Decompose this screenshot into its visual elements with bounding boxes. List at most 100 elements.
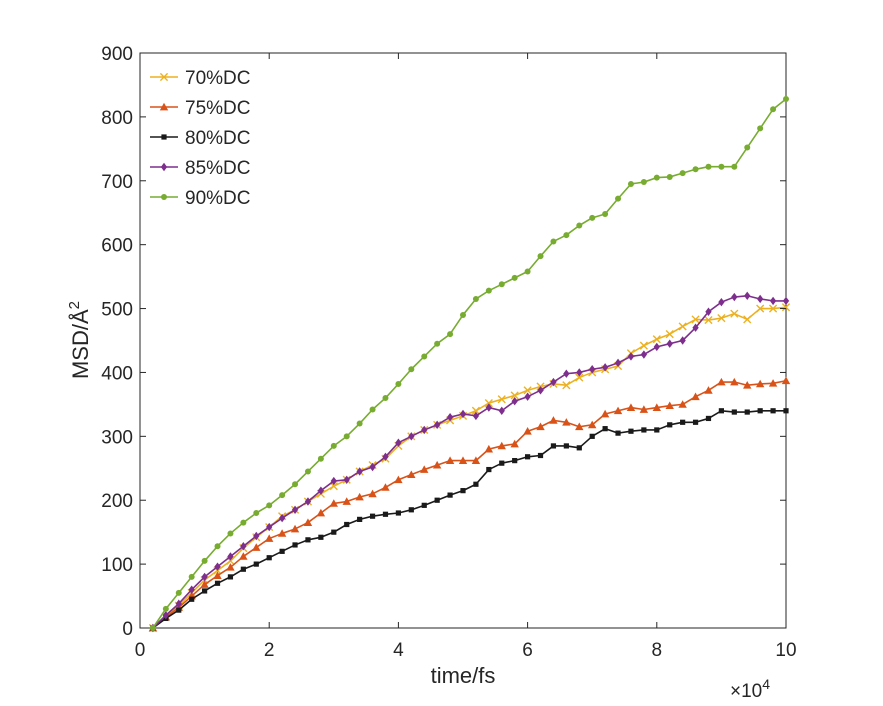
- data-point: [692, 166, 699, 173]
- data-point: [471, 406, 481, 415]
- data-point: [705, 307, 712, 316]
- data-point: [575, 373, 584, 382]
- legend-label-75: 75%DC: [185, 98, 250, 119]
- data-point: [665, 401, 674, 410]
- data-point: [485, 403, 492, 412]
- data-point: [781, 376, 791, 385]
- data-point: [536, 422, 545, 431]
- data-point: [395, 438, 402, 447]
- data-point: [162, 611, 169, 620]
- data-point: [421, 502, 427, 508]
- data-point: [497, 441, 506, 450]
- data-point: [318, 534, 324, 540]
- data-point: [613, 406, 623, 415]
- data-point: [458, 456, 468, 464]
- data-point: [768, 379, 778, 387]
- data-point: [460, 311, 466, 318]
- data-point: [201, 557, 208, 564]
- data-point: [563, 369, 570, 378]
- data-point: [395, 380, 402, 387]
- data-point: [665, 330, 674, 339]
- data-point: [421, 425, 428, 435]
- data-point: [743, 381, 752, 389]
- data-point: [227, 574, 234, 580]
- data-point: [343, 433, 350, 440]
- data-point: [524, 268, 531, 275]
- data-point: [303, 518, 313, 526]
- data-point: [654, 427, 660, 433]
- legend-marker-shape: [159, 72, 169, 82]
- data-point: [550, 238, 557, 245]
- data-point: [575, 422, 584, 431]
- data-point: [266, 502, 273, 509]
- legend-marker-75: [159, 102, 169, 111]
- data-point: [731, 163, 738, 170]
- legend-marker-85: [160, 162, 168, 172]
- data-point: [460, 488, 466, 494]
- data-point: [408, 366, 415, 373]
- series-85%DC: [149, 291, 790, 633]
- data-point: [523, 386, 532, 395]
- data-point: [756, 304, 765, 313]
- data-point: [511, 396, 518, 406]
- data-point: [600, 409, 610, 418]
- legend-marker-70: [159, 72, 169, 82]
- data-point: [329, 499, 338, 507]
- data-point: [576, 445, 582, 451]
- data-point: [304, 497, 312, 506]
- data-point: [523, 427, 532, 435]
- data-point: [615, 430, 621, 436]
- data-point: [783, 408, 789, 414]
- data-point: [330, 442, 337, 449]
- data-point: [666, 173, 673, 180]
- data-point: [290, 524, 300, 533]
- data-point: [652, 335, 661, 344]
- data-point: [368, 489, 377, 498]
- data-point: [292, 481, 299, 488]
- data-point: [356, 420, 363, 427]
- data-point: [627, 352, 635, 361]
- data-point: [266, 522, 273, 532]
- data-point: [717, 314, 726, 323]
- data-point: [484, 399, 493, 408]
- data-point: [447, 492, 453, 498]
- data-point: [666, 339, 673, 348]
- data-point: [162, 605, 169, 612]
- x-multiplier-exponent: 4: [762, 676, 770, 692]
- data-point: [744, 409, 750, 415]
- data-point: [472, 411, 480, 421]
- data-point: [446, 412, 454, 422]
- data-point: [602, 426, 608, 432]
- data-point: [562, 418, 571, 426]
- data-point: [330, 476, 337, 486]
- y-tick-label: 500: [101, 300, 133, 321]
- data-point: [718, 297, 725, 307]
- data-point: [770, 106, 777, 113]
- data-point: [471, 456, 481, 464]
- data-point: [679, 170, 686, 177]
- data-point: [769, 296, 777, 306]
- data-point: [240, 542, 247, 551]
- data-point: [305, 537, 311, 543]
- data-point: [704, 386, 713, 394]
- data-point: [667, 422, 673, 428]
- data-point: [342, 497, 351, 505]
- data-point: [214, 562, 221, 571]
- data-point: [563, 232, 570, 239]
- data-point: [537, 452, 544, 459]
- legend-marker-shape: [159, 102, 169, 111]
- data-point: [717, 377, 726, 386]
- data-point: [421, 353, 428, 360]
- data-point: [614, 358, 622, 368]
- data-point: [497, 395, 506, 404]
- data-point: [510, 391, 519, 400]
- y-axis-label: MSD/Å2: [66, 301, 93, 379]
- data-point: [240, 566, 246, 572]
- data-point: [550, 443, 557, 449]
- data-point: [550, 377, 557, 387]
- legend-marker-shape: [161, 194, 167, 200]
- x-tick-label: 0: [135, 640, 146, 661]
- data-point: [316, 508, 326, 517]
- data-point: [510, 439, 519, 448]
- data-point: [757, 125, 764, 132]
